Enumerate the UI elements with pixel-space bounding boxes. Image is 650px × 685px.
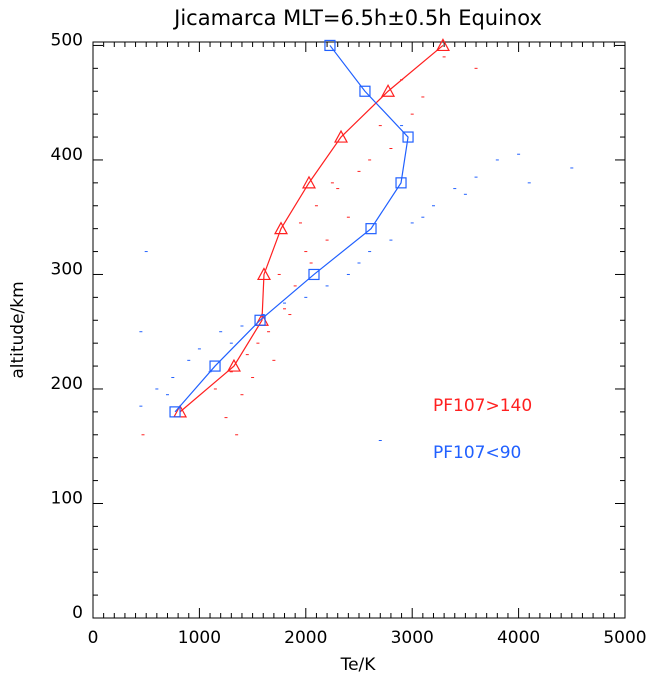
marker [273, 221, 289, 235]
y-tick-label: 100 [51, 488, 83, 508]
x-tick-label: 0 [88, 628, 99, 648]
chart-title: Jicamarca MLT=6.5h±0.5h Equinox [172, 6, 542, 30]
marker [209, 360, 221, 372]
marker [402, 131, 414, 143]
profile-line [174, 45, 409, 413]
legend-label: PF107<90 [433, 443, 521, 463]
marker [254, 314, 266, 326]
x-tick-label: 1000 [178, 628, 221, 648]
marker [359, 85, 371, 97]
marker [256, 267, 271, 281]
marker [435, 38, 450, 52]
marker [324, 39, 336, 52]
y-axis-label: altitude/km [8, 281, 28, 378]
y-tick-label: 200 [51, 374, 83, 394]
marker [381, 83, 396, 97]
x-tick-label: 2000 [284, 628, 327, 648]
plot-frame [92, 41, 626, 619]
y-tick-label: 500 [51, 30, 83, 50]
y-tick-label: 0 [72, 603, 83, 623]
x-tick-label: 4000 [497, 628, 540, 648]
x-tick-label: 3000 [391, 628, 434, 648]
marker [301, 175, 317, 189]
y-tick-label: 400 [51, 145, 83, 165]
marker [334, 129, 349, 143]
marker [395, 177, 407, 189]
x-axis-label: Te/K [340, 655, 377, 675]
marker [169, 406, 181, 418]
y-tick-label: 300 [51, 259, 83, 279]
marker [365, 223, 377, 235]
profile-line [179, 44, 444, 413]
x-tick-label: 5000 [603, 628, 646, 648]
marker [308, 268, 320, 281]
marker [226, 358, 241, 372]
legend-label: PF107>140 [433, 396, 532, 416]
